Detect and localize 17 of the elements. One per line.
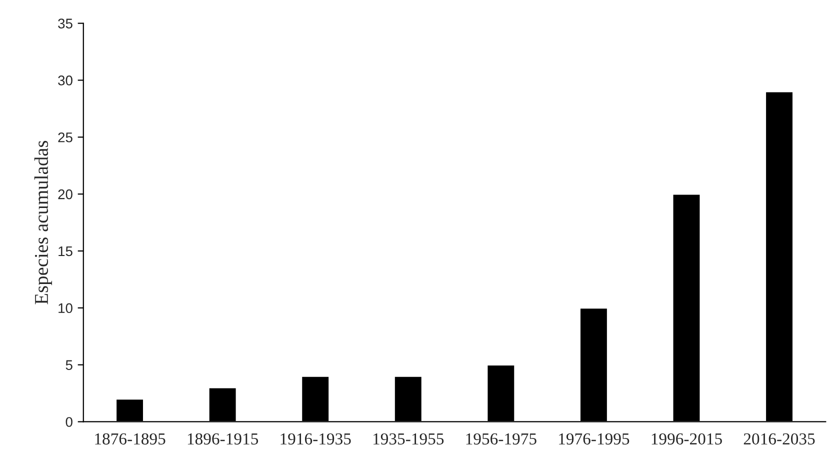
y-axis-title: Especies acumuladas <box>34 140 52 304</box>
x-tick-label: 1916-1935 <box>280 433 351 445</box>
x-tick-label: 1935-1955 <box>373 433 444 445</box>
x-tick-label: 2016-2035 <box>744 433 815 445</box>
y-tick-label: 20 <box>58 189 72 200</box>
y-tick-label: 15 <box>58 246 72 256</box>
x-tick-label: 1996-2015 <box>652 433 722 445</box>
y-tick-label: 25 <box>58 132 72 142</box>
y-tick-label: 10 <box>58 303 72 314</box>
y-tick-label: 30 <box>58 76 72 86</box>
x-tick-label: 1876-1895 <box>95 433 166 445</box>
x-tick-label: 1976-1995 <box>559 433 630 445</box>
x-tick-label: 1896-1915 <box>188 433 258 445</box>
y-tick-label: 0 <box>66 417 72 427</box>
y-tick-label: 35 <box>58 18 72 28</box>
x-tick-label: 1956-1975 <box>466 433 536 445</box>
y-tick-label: 5 <box>66 360 72 370</box>
